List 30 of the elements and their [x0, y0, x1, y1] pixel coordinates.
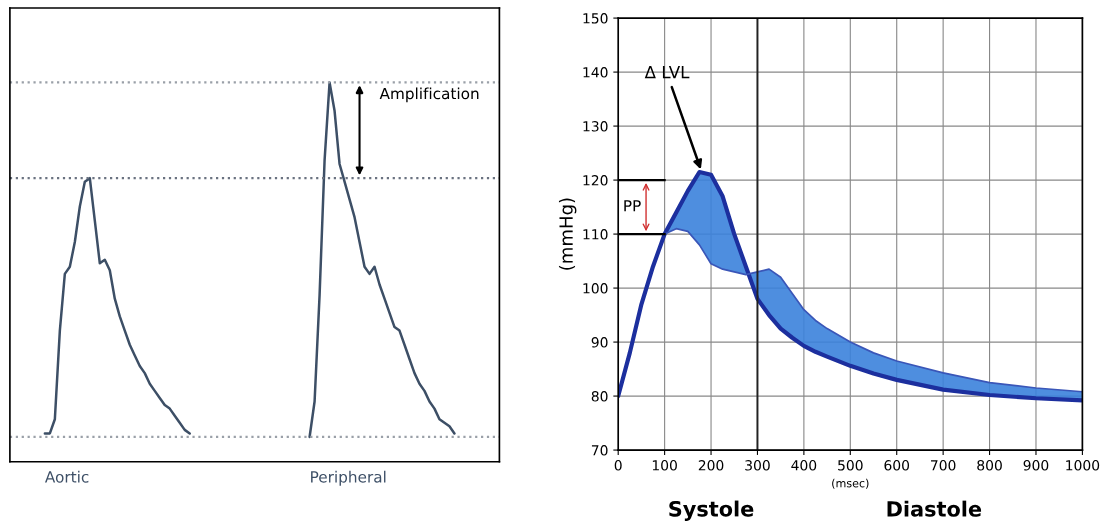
x-tick-label: 500	[838, 460, 863, 471]
line-series	[663, 227, 1083, 393]
y-tick-label: 120	[583, 175, 608, 186]
x-tick-label: 700	[931, 460, 956, 471]
annotation: Amplification	[379, 87, 479, 103]
text: Aortic	[44, 470, 89, 483]
y-tick-label: 150	[583, 13, 608, 24]
x-tick-label: 0	[614, 460, 622, 471]
text: Peripheral	[311, 470, 386, 486]
y-tick-label: 130	[583, 121, 608, 132]
y-tick-label: 140	[583, 67, 608, 78]
y-tick-label: 110	[583, 229, 608, 240]
annotation: PP	[624, 200, 641, 212]
x-tick-label: 300	[745, 460, 770, 471]
y-tick-label: 80	[591, 391, 608, 402]
x-tick-label: 200	[698, 460, 724, 471]
x-tick-label: 900	[1023, 460, 1049, 471]
y-axis-title: (mmHg)	[558, 198, 577, 270]
y-tick-label: 90	[591, 337, 608, 348]
x-tick-label: 100	[652, 460, 677, 471]
y-tick-label: 100	[583, 283, 608, 294]
x-axis-title: (msec)	[832, 478, 869, 489]
text: Systole	[669, 500, 754, 521]
annotation: Δ LVL	[644, 66, 690, 79]
x-tick-label: 800	[977, 460, 1002, 471]
x-tick-label: 400	[791, 460, 817, 471]
x-tick-label: 600	[884, 460, 910, 471]
x-tick-label: 1000	[1066, 460, 1100, 471]
y-tick-label: 70	[591, 445, 608, 456]
text: Diastole	[887, 500, 982, 517]
